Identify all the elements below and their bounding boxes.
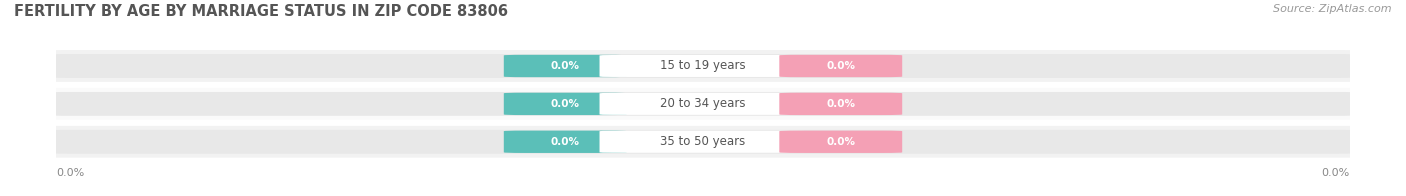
Text: 0.0%: 0.0% <box>1322 168 1350 178</box>
Text: 15 to 19 years: 15 to 19 years <box>661 60 745 73</box>
Text: 0.0%: 0.0% <box>827 137 855 147</box>
Text: 0.0%: 0.0% <box>551 137 579 147</box>
Text: 20 to 34 years: 20 to 34 years <box>661 97 745 110</box>
FancyBboxPatch shape <box>779 93 903 115</box>
FancyBboxPatch shape <box>779 55 903 77</box>
Text: Source: ZipAtlas.com: Source: ZipAtlas.com <box>1274 4 1392 14</box>
FancyBboxPatch shape <box>503 93 627 115</box>
FancyBboxPatch shape <box>503 55 627 77</box>
Text: 0.0%: 0.0% <box>827 99 855 109</box>
Text: 0.0%: 0.0% <box>551 61 579 71</box>
FancyBboxPatch shape <box>37 126 1369 158</box>
FancyBboxPatch shape <box>503 131 627 153</box>
Text: 0.0%: 0.0% <box>551 99 579 109</box>
FancyBboxPatch shape <box>37 50 1369 82</box>
FancyBboxPatch shape <box>599 55 807 77</box>
Text: 35 to 50 years: 35 to 50 years <box>661 135 745 148</box>
Text: FERTILITY BY AGE BY MARRIAGE STATUS IN ZIP CODE 83806: FERTILITY BY AGE BY MARRIAGE STATUS IN Z… <box>14 4 508 19</box>
Text: 0.0%: 0.0% <box>827 61 855 71</box>
FancyBboxPatch shape <box>49 130 1357 154</box>
FancyBboxPatch shape <box>599 131 807 153</box>
FancyBboxPatch shape <box>49 92 1357 116</box>
FancyBboxPatch shape <box>37 88 1369 120</box>
Text: 0.0%: 0.0% <box>56 168 84 178</box>
FancyBboxPatch shape <box>779 131 903 153</box>
FancyBboxPatch shape <box>599 93 807 115</box>
FancyBboxPatch shape <box>49 54 1357 78</box>
